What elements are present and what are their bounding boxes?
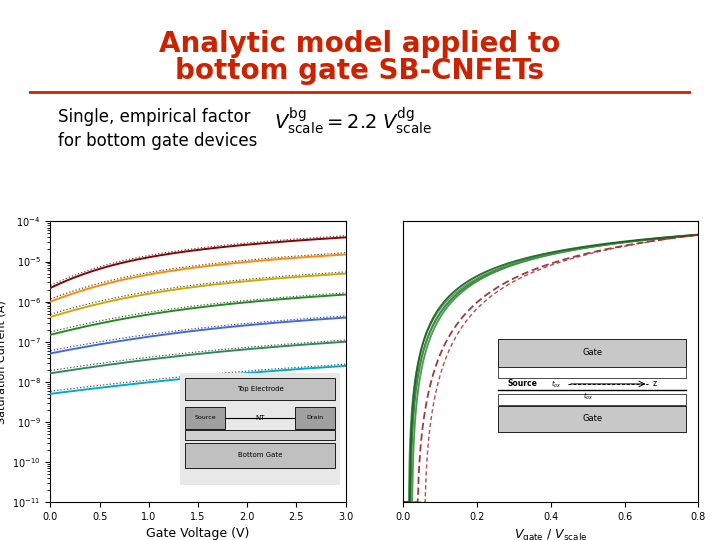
X-axis label: Gate Voltage (V): Gate Voltage (V) — [146, 528, 250, 540]
X-axis label: $V_{\mathrm{gate}}$ / $V_{\mathrm{scale}}$: $V_{\mathrm{gate}}$ / $V_{\mathrm{scale}… — [514, 528, 588, 540]
Y-axis label: Saturation Current (A): Saturation Current (A) — [0, 300, 6, 424]
Text: Single, empirical factor
for bottom gate devices: Single, empirical factor for bottom gate… — [58, 108, 257, 150]
Text: bottom gate SB-CNFETs: bottom gate SB-CNFETs — [176, 57, 544, 85]
Text: $V_{\mathrm{scale}}^{\mathrm{bg}} = 2.2\; V_{\mathrm{scale}}^{\mathrm{dg}}$: $V_{\mathrm{scale}}^{\mathrm{bg}} = 2.2\… — [274, 105, 431, 137]
Text: Analytic model applied to: Analytic model applied to — [159, 30, 561, 58]
